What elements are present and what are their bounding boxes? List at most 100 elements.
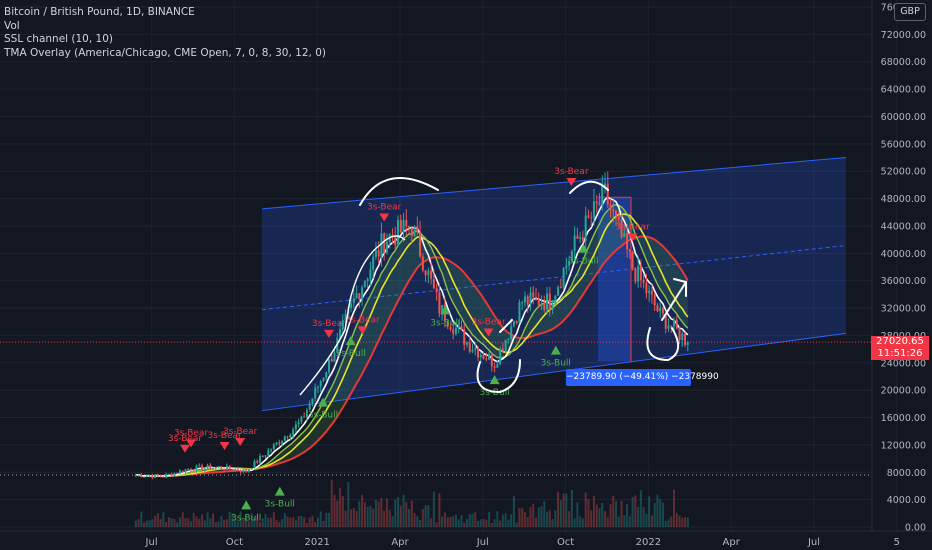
time-tick-label: Oct: [557, 537, 574, 548]
volume-bar: [477, 520, 480, 527]
volume-bar: [372, 508, 375, 527]
candle-body: [308, 403, 311, 410]
candle-body: [281, 440, 284, 445]
candle-body: [397, 219, 399, 245]
bear-triangle: [235, 437, 246, 446]
candle-body: [557, 287, 560, 296]
candle-body: [143, 476, 146, 478]
volume-bar: [380, 497, 383, 527]
candle-body: [156, 474, 159, 476]
candle-body: [358, 293, 361, 300]
volume-bar: [143, 522, 146, 527]
indicator-vol[interactable]: Vol: [4, 19, 20, 32]
volume-bar: [601, 502, 604, 527]
price-tick-label: 36000.00: [881, 276, 926, 287]
currency-badge[interactable]: GBP: [894, 3, 926, 21]
indicator-tma[interactable]: TMA Overlay (America/Chicago, CME Open, …: [4, 46, 326, 59]
volume-bar: [165, 521, 168, 527]
price-tick-label: 72000.00: [881, 30, 926, 41]
volume-bar: [684, 517, 687, 527]
volume-bar: [537, 507, 540, 527]
candle-body: [303, 416, 306, 418]
volume-bar: [460, 515, 463, 527]
candle-body: [286, 436, 289, 438]
candle-body: [595, 201, 598, 204]
candle-body: [162, 476, 165, 478]
candle-body: [272, 444, 275, 450]
candle-body: [239, 470, 242, 472]
bull-signal-label: 3s-Bull: [568, 257, 598, 267]
volume-bar: [341, 495, 344, 527]
volume-bar: [231, 513, 234, 527]
candle-body: [628, 249, 631, 252]
candle-body: [661, 307, 664, 314]
price-tick-label: 0.00: [905, 523, 926, 534]
volume-bar: [678, 515, 681, 527]
volume-bar: [385, 498, 388, 527]
candle-body: [592, 201, 595, 218]
volume-bar: [623, 514, 626, 527]
volume-bar: [391, 515, 394, 527]
volume-bar: [399, 505, 402, 527]
bear-triangle: [186, 439, 196, 448]
price-tick-label: 68000.00: [881, 57, 926, 68]
volume-bar: [620, 500, 623, 527]
volume-bar: [250, 513, 253, 527]
channel-bottom-line: [261, 332, 847, 412]
bull-triangle: [274, 486, 285, 496]
volume-bar: [347, 482, 350, 527]
volume-bar: [159, 518, 162, 527]
volume-bar: [424, 505, 427, 527]
volume-bar: [532, 503, 535, 527]
candle-body: [385, 241, 388, 253]
candle-body: [220, 466, 223, 469]
candle-body: [214, 467, 217, 469]
bull-signal-label: 3s-Bull: [265, 500, 295, 510]
volume-bar: [515, 522, 518, 527]
candle-body: [653, 294, 656, 306]
bull-signal-label: 3s-Bull: [541, 359, 571, 369]
candle-body: [256, 461, 259, 463]
bull-triangle: [550, 345, 561, 355]
candle-body: [474, 348, 477, 350]
regression-channel: [0, 157, 872, 476]
price-tick-label: 20000.00: [881, 386, 926, 397]
candle-body: [394, 237, 397, 245]
price-tick-label: 52000.00: [881, 167, 926, 178]
price-tick-label: 8000.00: [887, 468, 926, 479]
volume-bar: [363, 502, 366, 527]
candle-body: [369, 269, 372, 279]
volume-bar: [413, 513, 416, 527]
volume-bar: [548, 510, 551, 527]
indicator-ssl[interactable]: SSL channel (10, 10): [4, 33, 113, 46]
volume-bar: [201, 514, 204, 527]
time-tick-label: Apr: [723, 537, 741, 548]
candle-body: [154, 474, 157, 478]
candle-body: [413, 226, 416, 237]
volume-bar: [223, 519, 226, 527]
volume-bar: [275, 520, 278, 527]
volume-bar: [554, 510, 557, 527]
candle-body: [576, 235, 579, 239]
symbol-title[interactable]: Bitcoin / British Pound, 1D, BINANCE: [4, 6, 195, 18]
volume-bar: [631, 497, 634, 527]
price-tick-label: 64000.00: [881, 85, 926, 96]
volume-bar: [466, 519, 468, 527]
volume-bar: [595, 504, 598, 527]
volume-bar: [344, 510, 347, 527]
circle-stroke: [476, 359, 521, 394]
volume-bar: [333, 494, 336, 527]
candle-body: [181, 470, 184, 473]
volume-bar: [673, 489, 675, 527]
volume-bar: [305, 522, 308, 527]
volume-bar: [402, 494, 405, 527]
candle-body: [203, 468, 206, 470]
candle-body: [438, 292, 441, 314]
volume-bar: [626, 504, 629, 527]
candle-body: [684, 333, 687, 345]
bull-signal-label: 3s-Bull: [335, 349, 365, 359]
time-axis[interactable]: Jul Oct 2021 Apr Jul Oct 2022 Apr Jul 5: [145, 537, 900, 548]
candle-body: [424, 270, 427, 276]
volume-bar: [570, 489, 573, 527]
